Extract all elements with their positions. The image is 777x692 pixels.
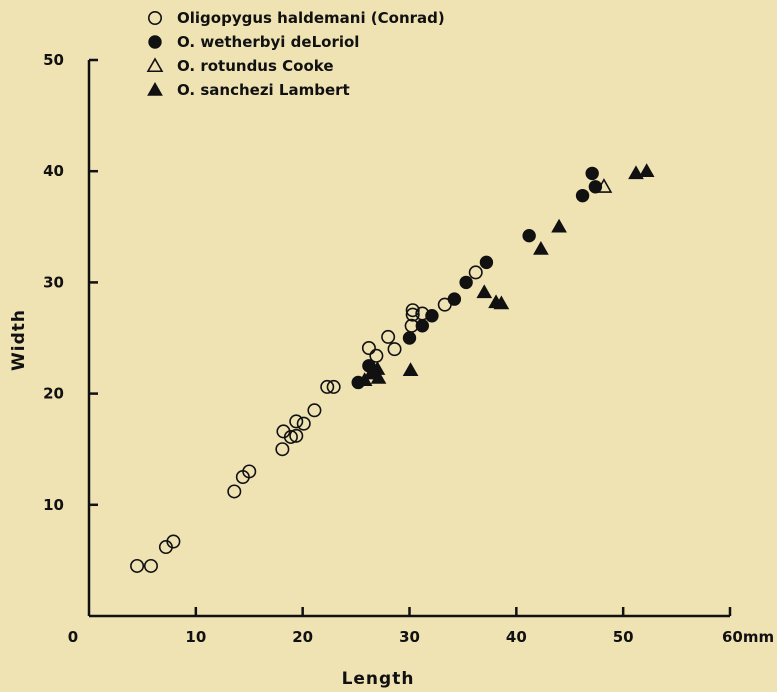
y-axis-ticks: 10 20 30 40 50 [43,51,98,514]
data-point [638,163,655,177]
data-point [296,416,311,431]
data-point [533,241,549,255]
y-tick-label: 10 [43,496,64,514]
data-point [356,372,373,387]
data-point [459,275,473,290]
data-point [415,319,430,333]
data-point [493,295,510,310]
data-point [275,442,290,457]
x-tick-label: 50 [613,628,634,646]
data-point [479,255,494,270]
data-point [402,362,419,376]
x-tick-label: 60mm [722,628,774,646]
legend-marker [147,81,163,96]
data-point [595,178,613,193]
data-point [242,464,257,479]
data-point [369,348,384,363]
x-tick-label: 0 [68,628,78,646]
data-point [387,342,402,357]
data-point [361,341,376,356]
data-point [326,379,341,394]
data-point [283,429,298,444]
y-tick-label: 50 [43,51,64,69]
y-tick-label: 30 [43,273,64,291]
legend-label: O. sanchezi Lambert [177,81,350,99]
y-axis-title: Width [9,309,29,371]
data-point [405,303,420,318]
x-axis-title: Length [342,669,415,689]
data-point [405,307,420,322]
x-tick-label: 10 [185,628,206,646]
data-point [381,329,396,344]
data-points [130,163,655,573]
data-point [476,284,493,299]
x-tick-label: 30 [399,628,420,646]
data-point [370,370,387,384]
legend-label: O. wetherbyi deLoriol [177,33,359,51]
legend-marker [148,35,162,49]
data-point [166,534,181,549]
data-point [289,414,304,429]
y-tick-label: 40 [43,162,64,180]
data-point [307,403,322,418]
data-point [320,379,335,394]
legend-label: Oligopygus haldemani (Conrad) [177,9,445,27]
legend-marker [148,11,163,25]
data-point [289,428,304,443]
data-point [628,165,644,180]
legend-label: O. rotundus Cooke [177,57,334,75]
data-point [130,558,145,573]
data-point [522,228,536,243]
data-point [551,218,567,233]
data-point [143,558,158,573]
data-point [468,265,483,280]
legend: Oligopygus haldemani (Conrad) O. wetherby… [146,9,445,99]
data-point [447,292,462,306]
axes: 0 10 20 30 40 50 60mm 10 20 30 40 50 [43,51,774,646]
data-point [402,331,417,345]
x-tick-label: 20 [292,628,313,646]
data-point [425,309,439,323]
legend-marker [146,57,164,73]
x-tick-label: 40 [506,628,527,646]
data-point [585,166,599,181]
x-axis-ticks: 0 10 20 30 40 50 60mm [68,607,774,646]
data-point [575,188,590,203]
y-tick-label: 20 [43,385,64,403]
data-point [227,484,242,499]
